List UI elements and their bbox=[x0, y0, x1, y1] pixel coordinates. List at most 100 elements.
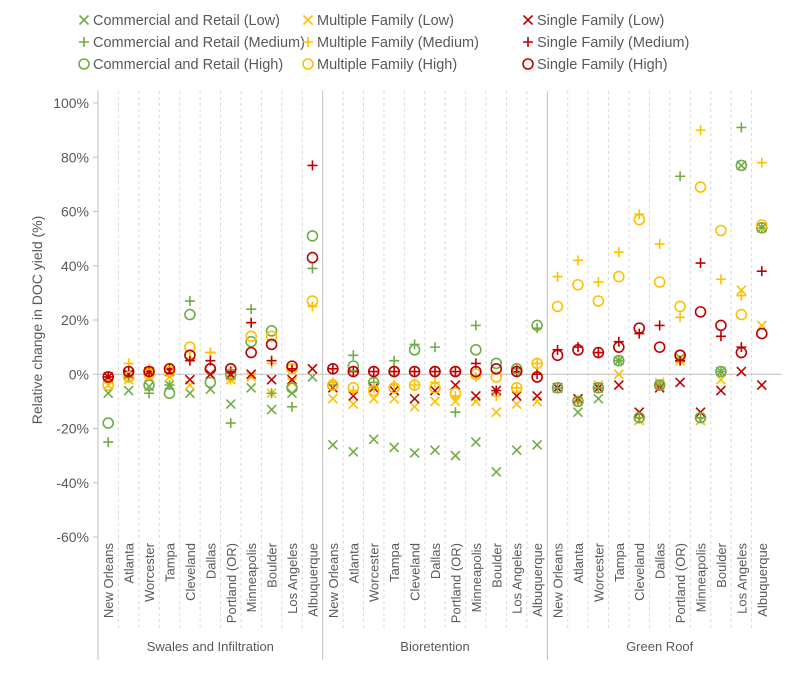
data-point bbox=[409, 401, 420, 412]
data-point bbox=[736, 366, 747, 377]
x-tick-label: Atlanta bbox=[346, 542, 361, 583]
series-commercial-and-retail-medium bbox=[103, 122, 767, 448]
data-point bbox=[531, 357, 543, 370]
data-point bbox=[246, 369, 257, 380]
data-point bbox=[510, 382, 523, 394]
data-point bbox=[348, 446, 359, 457]
data-point bbox=[327, 363, 339, 375]
data-point bbox=[675, 171, 686, 182]
data-point bbox=[735, 308, 748, 321]
x-tick-label: Los Angeles bbox=[734, 543, 749, 614]
legend-label: Single Family (Medium) bbox=[537, 35, 689, 51]
legend-item: Commercial and Retail (Medium) bbox=[79, 35, 305, 51]
data-point bbox=[674, 349, 686, 362]
series-multiple-family-low bbox=[103, 285, 767, 426]
data-point bbox=[634, 412, 645, 423]
x-tick-label: New Orleans bbox=[326, 543, 341, 619]
data-point bbox=[306, 251, 319, 264]
data-point bbox=[572, 396, 583, 407]
data-point bbox=[245, 335, 257, 348]
data-point bbox=[755, 219, 768, 231]
legend-marker-icon bbox=[302, 14, 314, 26]
data-point bbox=[388, 382, 400, 394]
data-point bbox=[409, 366, 420, 377]
data-point bbox=[551, 300, 564, 313]
data-point bbox=[736, 285, 747, 296]
data-point bbox=[695, 125, 706, 136]
data-point bbox=[470, 365, 482, 378]
legend-item: Multiple Family (Medium) bbox=[303, 35, 479, 51]
data-point bbox=[184, 296, 195, 307]
data-point bbox=[102, 371, 115, 383]
legend-label: Single Family (High) bbox=[537, 57, 668, 73]
y-tick-label: -60% bbox=[56, 529, 89, 545]
data-point bbox=[694, 181, 707, 193]
legend-label: Commercial and Retail (High) bbox=[93, 57, 283, 73]
data-point bbox=[204, 376, 217, 389]
data-point bbox=[225, 399, 236, 410]
data-point bbox=[633, 322, 646, 334]
data-point bbox=[735, 346, 748, 359]
legend-marker-icon bbox=[78, 58, 90, 70]
x-tick-label: Albuquerque bbox=[305, 543, 320, 617]
data-point bbox=[552, 382, 563, 393]
x-tick-label: New Orleans bbox=[101, 543, 116, 619]
data-point bbox=[184, 308, 196, 321]
x-tick-label: Atlanta bbox=[122, 542, 137, 583]
data-point bbox=[675, 312, 686, 323]
x-tick-label: Tampa bbox=[162, 542, 177, 582]
data-point bbox=[755, 327, 768, 340]
legend-label: Single Family (Low) bbox=[537, 13, 664, 29]
data-point bbox=[389, 442, 400, 453]
data-point bbox=[246, 317, 257, 328]
data-point bbox=[572, 395, 584, 408]
data-point bbox=[143, 365, 155, 378]
data-point bbox=[307, 160, 318, 171]
data-point bbox=[245, 346, 257, 359]
data-point bbox=[449, 365, 462, 378]
y-axis: -60% -40% -20% 0% 20% 40% 60% 80% 100% bbox=[53, 91, 99, 660]
data-point bbox=[368, 393, 379, 404]
data-point bbox=[389, 366, 400, 377]
series-multiple-family-medium bbox=[103, 125, 767, 401]
data-point bbox=[654, 380, 665, 391]
x-tick-label: Worcester bbox=[367, 542, 382, 602]
legend-item: Multiple Family (Low) bbox=[302, 13, 454, 29]
data-point bbox=[246, 382, 257, 393]
y-tick-label: -20% bbox=[56, 421, 89, 437]
data-point bbox=[265, 338, 278, 351]
x-tick-label: Minneapolis bbox=[244, 543, 259, 613]
group-label: Green Roof bbox=[626, 639, 694, 654]
data-point bbox=[756, 157, 767, 168]
data-point bbox=[408, 344, 421, 356]
data-point bbox=[327, 363, 338, 374]
data-point bbox=[510, 365, 523, 378]
data-point bbox=[490, 363, 503, 375]
y-axis-label: Relative change in DOC yield (%) bbox=[29, 216, 45, 425]
y-tick-label: 80% bbox=[61, 149, 89, 165]
x-tick-label: Cleveland bbox=[632, 543, 647, 601]
data-point bbox=[163, 363, 176, 375]
data-point bbox=[593, 277, 604, 288]
data-point bbox=[756, 380, 767, 391]
legend-marker-icon bbox=[79, 37, 89, 47]
data-point bbox=[367, 365, 380, 378]
x-tick-label: Worcester bbox=[591, 542, 606, 602]
data-point bbox=[756, 266, 767, 277]
data-point bbox=[715, 319, 727, 332]
data-point bbox=[450, 450, 461, 461]
data-point bbox=[715, 366, 726, 377]
data-point bbox=[266, 388, 277, 399]
data-point bbox=[265, 330, 278, 343]
x-tick-label: Boulder bbox=[489, 542, 504, 587]
data-point bbox=[551, 382, 564, 394]
series-single-family-medium bbox=[103, 160, 767, 396]
data-point bbox=[511, 382, 522, 393]
x-tick-label: Tampa bbox=[612, 542, 627, 582]
data-point bbox=[694, 411, 707, 424]
data-point bbox=[286, 360, 298, 372]
x-tick-label: Cleveland bbox=[183, 543, 198, 601]
data-point bbox=[592, 382, 605, 394]
data-point bbox=[613, 270, 625, 283]
legend-marker-icon bbox=[303, 37, 313, 47]
